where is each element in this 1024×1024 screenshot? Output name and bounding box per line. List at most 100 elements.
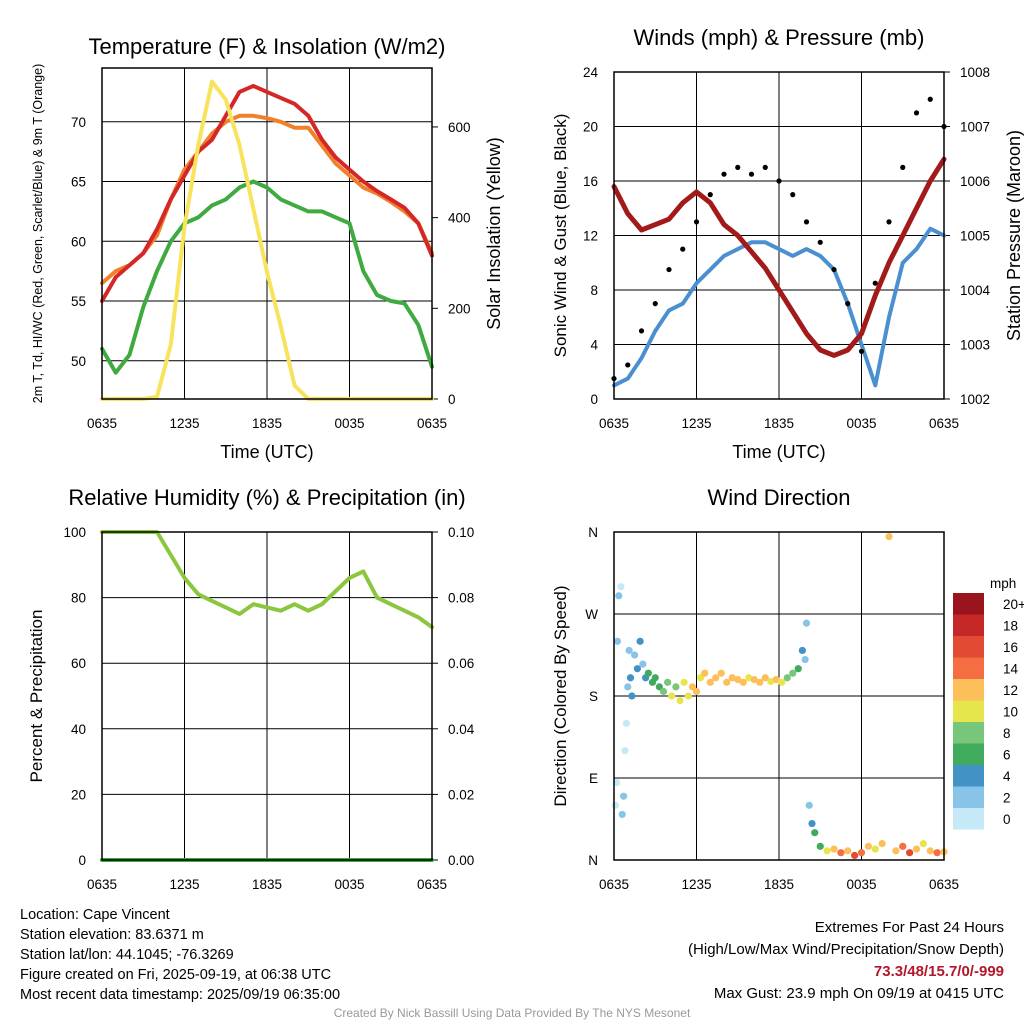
direction-point (912, 845, 921, 853)
y-tick-label: 55 (71, 294, 86, 309)
y-tick-label: 60 (71, 656, 86, 671)
location-text: Location: Cape Vincent (20, 907, 170, 923)
x-tick-label: 1235 (681, 877, 711, 892)
y-tick-label: 80 (71, 591, 86, 606)
y-axis-label: 2m T, Td, HI/WC (Red, Green, Scarlet/Blu… (31, 64, 45, 403)
legend-label: 10 (1003, 704, 1018, 719)
y-tick-label: 16 (583, 174, 598, 189)
gust-point (872, 280, 878, 286)
y-tick-label: 70 (71, 115, 86, 130)
direction-point (802, 619, 811, 627)
legend-label: 8 (1003, 726, 1011, 741)
y2-tick-label: 0.00 (448, 853, 474, 868)
direction-point (933, 849, 941, 857)
y-tick-label: 12 (583, 229, 598, 244)
direction-point (808, 819, 816, 828)
gust-point (638, 328, 645, 334)
y-tick-label: 24 (583, 65, 599, 80)
direction-point (851, 851, 859, 860)
plot-frame (101, 67, 433, 400)
gust-point (900, 164, 906, 170)
direction-point (620, 792, 628, 800)
direction-point (885, 532, 893, 541)
gust-point (652, 301, 658, 307)
direction-point (625, 646, 633, 655)
gust-point (680, 246, 686, 252)
extremes-values: 73.3/48/15.7/0/-999 (873, 963, 1004, 980)
y-tick-label: 4 (590, 338, 598, 353)
legend-label: 0 (1003, 812, 1011, 827)
direction-point (750, 676, 758, 684)
legend-swatch (953, 636, 984, 658)
direction-point (626, 674, 635, 682)
direction-point (615, 592, 623, 600)
direction-point (621, 747, 629, 755)
extremes-info: Extremes For Past 24 Hours (High/Low/Max… (688, 917, 1004, 1005)
gust-point (735, 164, 741, 170)
legend-swatch (953, 722, 984, 744)
gust-point (776, 178, 782, 184)
x-axis-label: Time (UTC) (732, 442, 825, 462)
direction-point (919, 840, 927, 848)
legend-swatch (953, 614, 984, 636)
legend-label: 2 (1003, 790, 1011, 805)
gust-point (666, 266, 672, 273)
y-tick-label: W (585, 607, 598, 622)
x-tick-label: 1235 (681, 416, 711, 431)
direction-point (684, 692, 692, 700)
direction-point (624, 683, 632, 691)
chart-title: Temperature (F) & Insolation (W/m2) (89, 34, 446, 59)
direction-point (622, 719, 630, 727)
legend-swatch (953, 765, 984, 787)
legend-swatch (953, 657, 984, 679)
y-tick-label: S (589, 689, 598, 704)
direction-point (664, 678, 672, 686)
y2-tick-label: 600 (448, 120, 471, 135)
credit-text: Created By Nick Bassill Using Data Provi… (333, 1006, 691, 1020)
gust-point (803, 219, 810, 225)
direction-point (728, 674, 736, 682)
gust-point (927, 96, 933, 102)
direction-point (878, 840, 886, 848)
extremes-title: Extremes For Past 24 Hours (814, 919, 1004, 936)
latlon-text: Station lat/lon: 44.1045; -76.3269 (20, 947, 234, 963)
max-gust-text: Max Gust: 23.9 mph On 09/19 at 0415 UTC (713, 985, 1004, 1002)
gust-point (625, 362, 631, 368)
gust-series (611, 96, 947, 382)
recent-text: Most recent data timestamp: 2025/09/19 0… (20, 987, 341, 1003)
y2-tick-label: 1002 (960, 392, 990, 407)
direction-point (672, 683, 680, 691)
y2-tick-label: 1004 (960, 283, 991, 298)
direction-point (617, 583, 625, 591)
x-tick-label: 1835 (252, 416, 282, 431)
y2-tick-label: 1008 (960, 65, 990, 80)
direction-point (659, 687, 668, 696)
direction-point (892, 847, 900, 855)
x-tick-label: 1835 (764, 877, 794, 892)
direction-point (778, 678, 786, 686)
direction-point (636, 637, 644, 645)
legend-swatch (953, 679, 984, 701)
direction-point (723, 678, 731, 686)
direction-point (644, 669, 652, 677)
y-tick-label: E (589, 771, 598, 786)
y2-tick-label: 1005 (960, 229, 990, 244)
gust-point (858, 348, 865, 354)
legend-title: mph (990, 576, 1016, 591)
y-tick-label: 0 (78, 853, 86, 868)
direction-point (906, 849, 914, 857)
chart-title: Relative Humidity (%) & Precipitation (i… (68, 485, 465, 510)
y2-tick-label: 400 (448, 211, 471, 226)
y2-axis-label: Solar Insolation (Yellow) (484, 137, 504, 329)
y-tick-label: N (588, 853, 598, 868)
y-tick-label: 65 (71, 175, 86, 190)
y-axis-label: Direction (Colored By Speed) (551, 585, 570, 806)
direction-point (801, 655, 809, 664)
direction-point (871, 845, 879, 853)
series-line (100, 83, 434, 303)
direction-point (712, 674, 720, 682)
gust-point (831, 266, 837, 273)
direction-point (789, 669, 797, 677)
wind-direction-panel: 0635 1235 1835 0035 0635NESWNmph20+181614121… (551, 485, 1024, 892)
